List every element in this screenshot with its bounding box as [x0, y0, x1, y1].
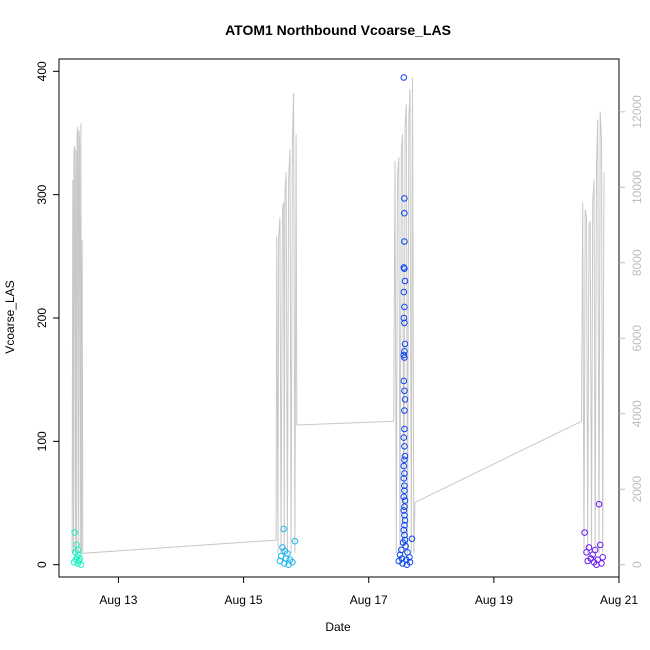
data-point [593, 561, 600, 569]
data-point [401, 354, 408, 361]
data-point [400, 74, 408, 81]
chart-title: ATOM1 Northbound Vcoarse_LAS [225, 22, 451, 38]
data-point [401, 407, 408, 414]
series-layer [70, 74, 607, 569]
data-point [401, 277, 409, 285]
data-point [400, 493, 408, 501]
data-point [401, 238, 408, 245]
data-point [401, 521, 408, 529]
y-tick-label: 0 [35, 561, 49, 568]
y2-tick-label: 2000 [630, 476, 644, 503]
data-point [401, 497, 409, 504]
y-axis-label: Vcoarse_LAS [3, 280, 17, 353]
data-point [596, 541, 604, 549]
data-point [400, 507, 408, 514]
data-point [403, 561, 411, 569]
data-point [595, 500, 603, 508]
data-point [401, 195, 408, 202]
data-point [400, 434, 408, 441]
y2-tick-label: 8000 [630, 249, 644, 276]
data-point [401, 348, 408, 355]
data-point [280, 525, 287, 533]
x-tick-label: Aug 13 [99, 593, 137, 607]
data-point [401, 503, 408, 511]
data-point [77, 561, 85, 569]
data-point [70, 558, 78, 566]
x-tick-label: Aug 17 [350, 593, 388, 607]
data-point [401, 303, 408, 311]
data-point [401, 487, 408, 495]
y-tick-label: 200 [35, 308, 49, 328]
data-point [400, 377, 408, 385]
data-point [401, 452, 409, 460]
data-point [401, 443, 408, 450]
data-point [401, 512, 408, 519]
y2-tick-label: 4000 [630, 400, 644, 427]
data-point [399, 560, 406, 567]
data-point [401, 517, 409, 524]
y-tick-label: 300 [35, 184, 49, 204]
data-point [281, 560, 288, 567]
data-point [400, 314, 408, 322]
data-point [71, 529, 78, 536]
data-point [401, 470, 408, 477]
data-point [401, 482, 408, 490]
x-tick-label: Aug 15 [225, 593, 263, 607]
data-point [589, 551, 597, 559]
data-point [401, 340, 409, 348]
plot-frame [58, 58, 620, 578]
data-point [401, 319, 408, 327]
y-tick-label: 400 [35, 61, 49, 81]
axes-layer: Aug 13 Aug 15 Aug 17 Aug 19 Aug 21 0 100 200 300… [35, 61, 644, 607]
data-point [400, 526, 408, 534]
data-point [408, 535, 416, 543]
data-point [401, 396, 409, 403]
data-point [400, 288, 408, 296]
data-point [584, 557, 592, 565]
data-point [583, 549, 590, 556]
data-point [396, 551, 404, 559]
data-point [402, 542, 409, 550]
x-axis-label: Date [325, 620, 351, 634]
data-point [400, 475, 408, 482]
x-tick-label: Aug 21 [600, 593, 638, 607]
data-point [401, 425, 408, 433]
data-point [291, 537, 299, 545]
data-point [400, 351, 408, 359]
data-point [400, 462, 408, 470]
secondary-series-line [71, 77, 605, 554]
data-point [401, 456, 408, 464]
data-point [401, 265, 408, 273]
y2-tick-label: 10000 [630, 170, 644, 204]
data-point [74, 560, 82, 567]
y2-tick-label: 6000 [630, 325, 644, 352]
data-point [401, 209, 408, 217]
data-point [581, 529, 588, 536]
y2-tick-label: 12000 [630, 95, 644, 129]
y-tick-label: 100 [35, 431, 49, 451]
y2-tick-label: 0 [630, 561, 644, 568]
data-point [401, 531, 408, 539]
x-tick-label: Aug 19 [475, 593, 513, 607]
data-point [285, 561, 292, 569]
data-point [401, 387, 408, 395]
